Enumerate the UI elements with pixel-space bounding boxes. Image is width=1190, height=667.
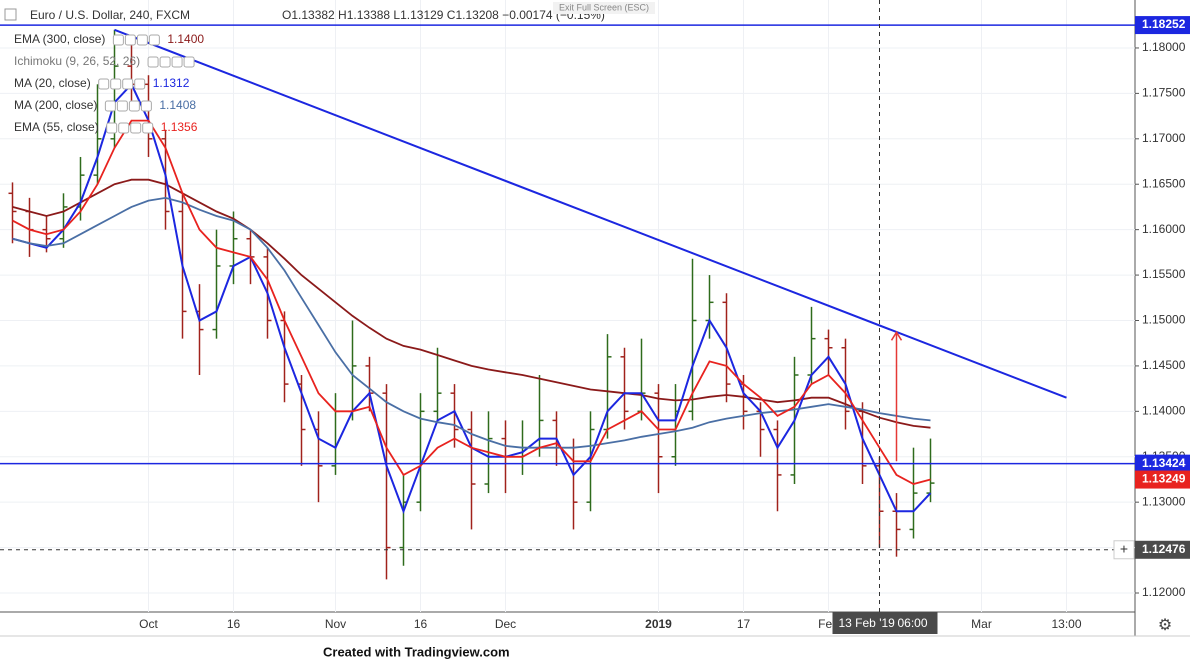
y-tick-label: 1.15000 xyxy=(1142,313,1186,327)
indicator-line xyxy=(12,196,931,449)
crosshair-price-bg xyxy=(1135,540,1190,559)
x-tick-label: Dec xyxy=(495,617,516,631)
crosshair-plus-bg xyxy=(1113,540,1135,560)
price-label: 1.13424 xyxy=(1142,456,1186,470)
legend-label: MA (200, close) xyxy=(14,98,97,112)
legend-button[interactable] xyxy=(140,100,152,112)
x-tick-label: 16 xyxy=(414,617,428,631)
indicator-line xyxy=(12,178,931,429)
legend-button[interactable] xyxy=(171,56,183,68)
legend-label: MA (20, close) xyxy=(14,76,91,90)
legend-button[interactable] xyxy=(134,78,146,90)
x-tick-label: Oct xyxy=(139,617,158,631)
footer: Created with Tradingview.com xyxy=(323,644,510,659)
legend-button[interactable] xyxy=(124,34,136,46)
y-tick-label: 1.14000 xyxy=(1142,404,1186,418)
symbol-title[interactable]: Euro / U.S. Dollar, 240, FXCM xyxy=(30,8,190,22)
y-tick-label: 1.15500 xyxy=(1142,267,1186,281)
legend-value: 1.1312 xyxy=(153,76,190,90)
y-tick-label: 1.16500 xyxy=(1142,176,1186,190)
legend-button[interactable] xyxy=(106,122,118,134)
legend-value: 1.1356 xyxy=(161,120,198,134)
legend-label: EMA (300, close) xyxy=(14,32,105,46)
price-label-bg xyxy=(1135,454,1190,473)
x-tick-label: 13:00 xyxy=(1051,617,1081,631)
price-label: 1.18252 xyxy=(1142,17,1186,31)
legend-label: Ichimoku (9, 26, 52, 26) xyxy=(14,54,140,68)
legend-button[interactable] xyxy=(116,100,128,112)
price-label-bg xyxy=(1135,16,1190,35)
y-tick-label: 1.14500 xyxy=(1142,358,1186,372)
legend-button[interactable] xyxy=(136,34,148,46)
indicator-line xyxy=(12,119,931,485)
ohlc-header: O1.13382 H1.13388 L1.13129 C1.13208 −0.0… xyxy=(282,8,605,22)
legend-button[interactable] xyxy=(110,78,122,90)
legend-value: 1.1400 xyxy=(167,32,204,46)
trendline xyxy=(114,28,1067,399)
crosshair-plus[interactable]: + xyxy=(1120,540,1128,556)
legend-button[interactable] xyxy=(118,122,130,134)
legend-button[interactable] xyxy=(122,78,134,90)
y-tick-label: 1.17000 xyxy=(1142,131,1186,145)
y-tick-label: 1.13000 xyxy=(1142,494,1186,508)
legend-button[interactable] xyxy=(130,122,142,134)
legend-button[interactable] xyxy=(128,100,140,112)
x-tick-label: Mar xyxy=(971,617,992,631)
legend-button[interactable] xyxy=(147,56,159,68)
settings-icon[interactable]: ⚙ xyxy=(1158,617,1172,634)
legend-button[interactable] xyxy=(98,78,110,90)
y-tick-label: 1.16000 xyxy=(1142,222,1186,236)
y-tick-label: 1.12000 xyxy=(1142,585,1186,599)
crosshair-time: 06:00 xyxy=(898,616,928,630)
y-tick-label: 1.17500 xyxy=(1142,86,1186,100)
legend-button[interactable] xyxy=(104,100,116,112)
arrow-head xyxy=(890,330,903,341)
x-tick-label: Nov xyxy=(325,617,346,631)
x-tick-label: 2019 xyxy=(645,617,672,631)
legend-button[interactable] xyxy=(112,34,124,46)
legend-button[interactable] xyxy=(142,122,154,134)
crosshair-price: 1.12476 xyxy=(1142,542,1186,556)
menu-icon[interactable] xyxy=(4,8,17,21)
legend-label: EMA (55, close) xyxy=(14,120,99,134)
legend-button[interactable] xyxy=(148,34,160,46)
x-tick-label: 16 xyxy=(227,617,241,631)
x-tick-label: 17 xyxy=(737,617,751,631)
y-tick-label: 1.18000 xyxy=(1142,40,1186,54)
tooltip: Exit Full Screen (ESC) xyxy=(559,2,649,12)
last-price-bg xyxy=(1135,470,1190,489)
legend-button[interactable] xyxy=(183,56,195,68)
last-price-label: 1.13249 xyxy=(1142,472,1186,486)
tooltip-box xyxy=(553,2,655,14)
legend-button[interactable] xyxy=(159,56,171,68)
crosshair-date: 13 Feb '19 xyxy=(839,616,896,630)
crosshair-date-bg xyxy=(832,612,938,634)
legend-value: 1.1408 xyxy=(159,98,196,112)
